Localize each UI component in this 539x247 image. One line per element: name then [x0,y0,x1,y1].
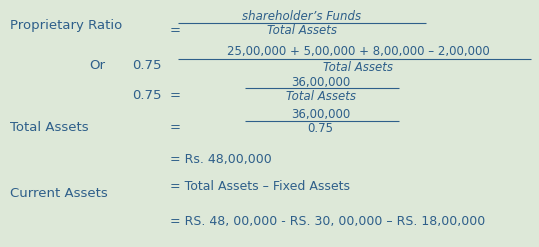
Text: Total Assets: Total Assets [10,121,88,134]
Text: 25,00,000 + 5,00,000 + 8,00,000 – 2,00,000: 25,00,000 + 5,00,000 + 8,00,000 – 2,00,0… [227,45,490,58]
Text: Total Assets: Total Assets [323,61,393,74]
Text: Current Assets: Current Assets [10,187,107,200]
Text: =: = [170,24,181,37]
Text: Total Assets: Total Assets [286,90,356,103]
Text: 0.75: 0.75 [132,89,162,102]
Text: shareholder’s Funds: shareholder’s Funds [242,10,362,22]
Text: Proprietary Ratio: Proprietary Ratio [10,20,122,32]
Text: = Total Assets – Fixed Assets: = Total Assets – Fixed Assets [170,180,350,193]
Text: 0.75: 0.75 [308,123,334,135]
Text: 36,00,000: 36,00,000 [291,76,350,88]
Text: Or: Or [89,59,105,72]
Text: =: = [170,89,181,102]
Text: = RS. 48, 00,000 - RS. 30, 00,000 – RS. 18,00,000: = RS. 48, 00,000 - RS. 30, 00,000 – RS. … [170,215,485,227]
Text: Total Assets: Total Assets [267,24,337,37]
Text: 0.75: 0.75 [132,59,162,72]
Text: =: = [170,121,181,134]
Text: = Rs. 48,00,000: = Rs. 48,00,000 [170,153,272,166]
Text: 36,00,000: 36,00,000 [291,108,350,121]
